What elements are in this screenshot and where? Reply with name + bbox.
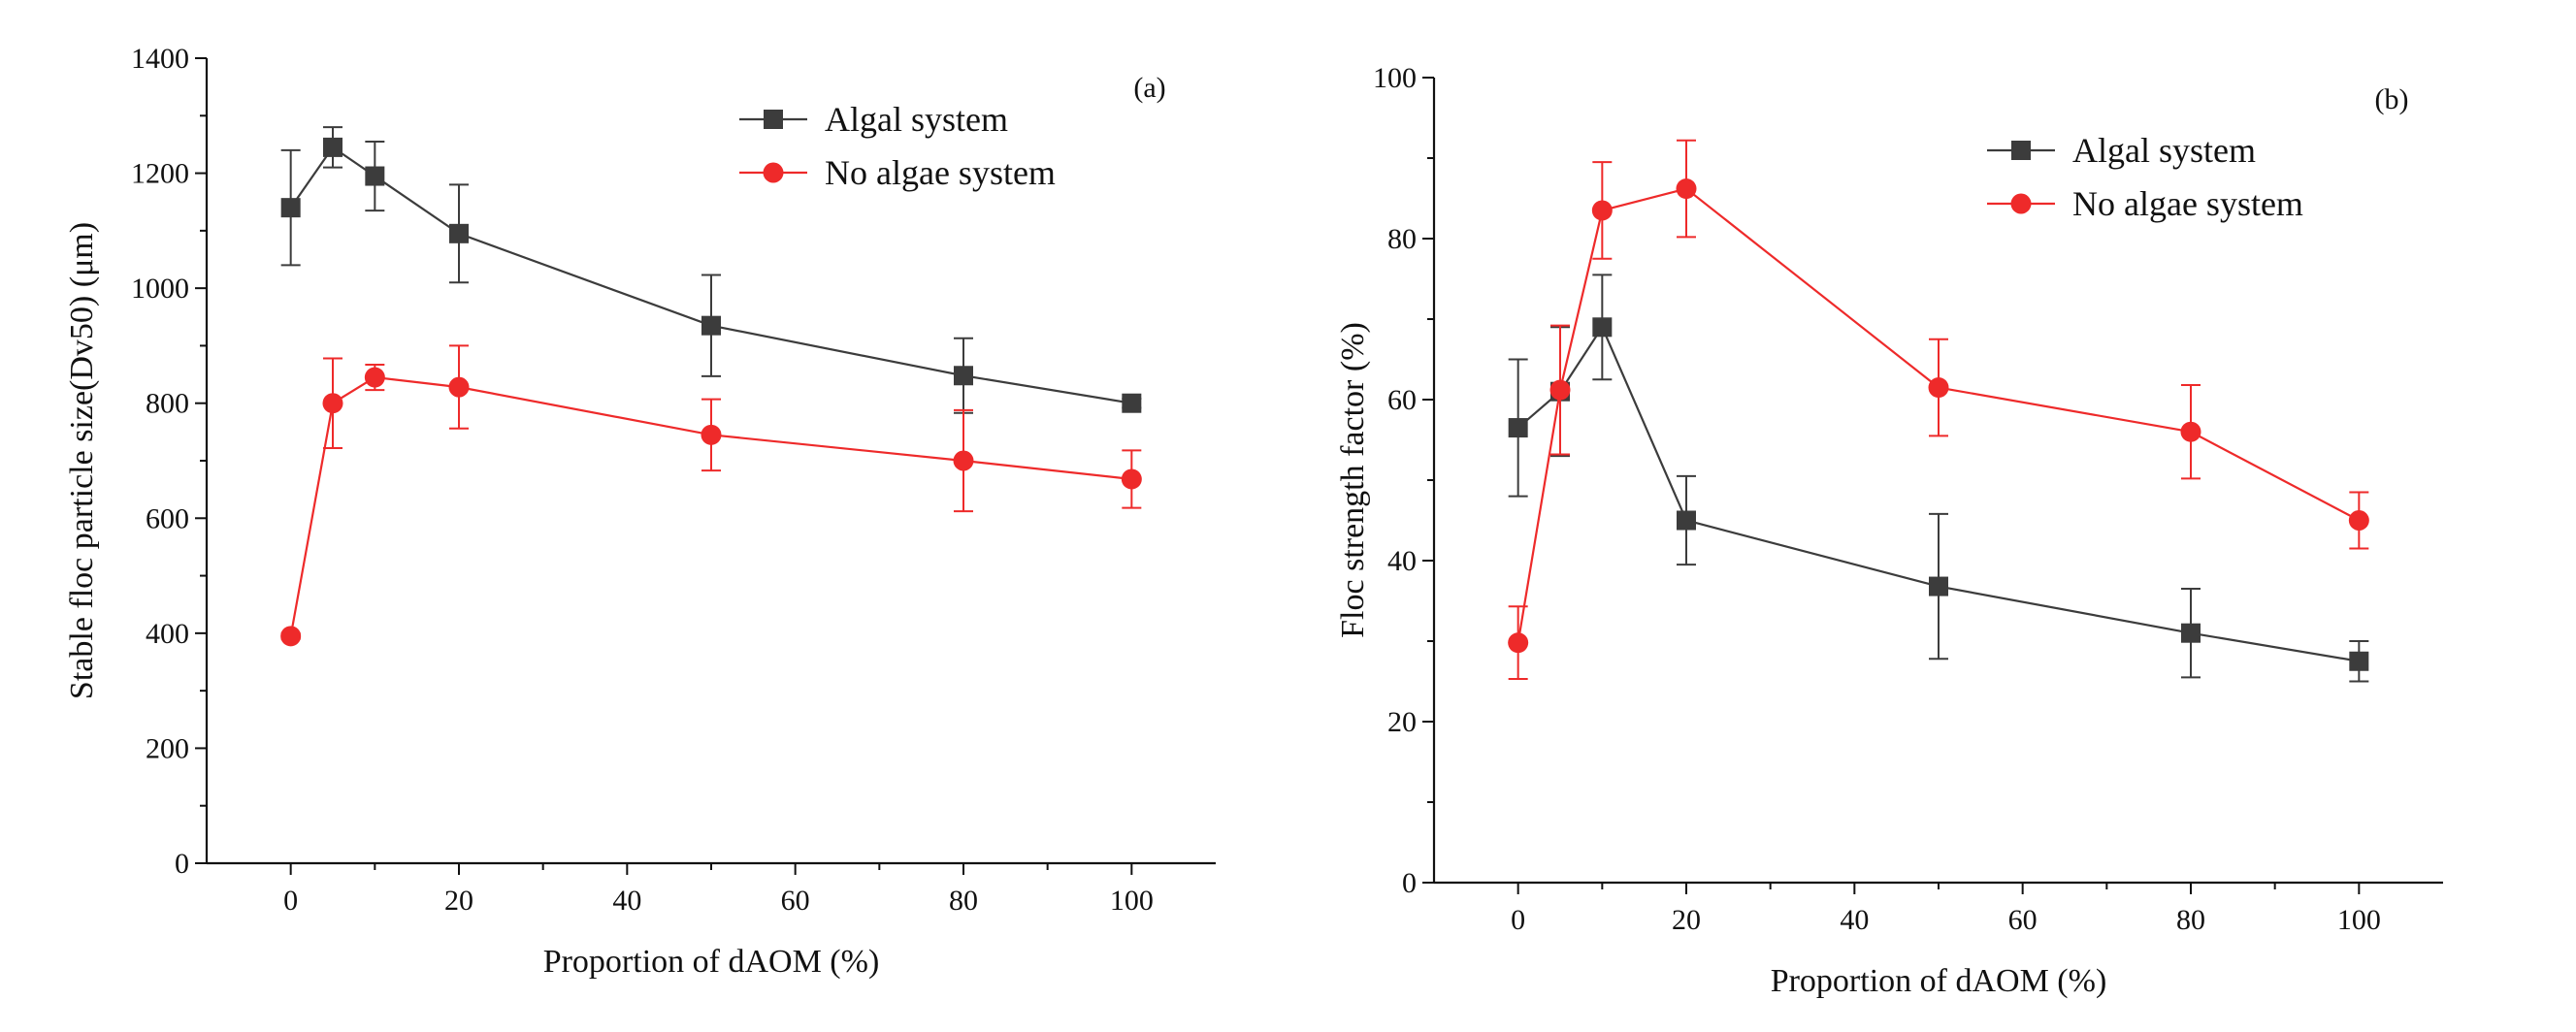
y-tick-label: 600 — [146, 502, 189, 534]
legend-marker — [764, 110, 783, 129]
data-point — [1508, 632, 1529, 654]
legend-marker — [763, 162, 784, 183]
series-no-algae-system — [280, 344, 1142, 647]
data-point — [701, 424, 722, 445]
data-point — [449, 223, 469, 243]
data-point — [1121, 468, 1142, 490]
data-point — [1549, 379, 1571, 401]
chart-panel-b: 0 20 40 60 80 100 0 20 40 60 80 100 Proportion of dA… — [1335, 62, 2443, 999]
y-tick-label: 100 — [1373, 62, 1417, 94]
legend-marker — [2010, 193, 2032, 214]
data-point — [280, 626, 302, 647]
y-tick-label: 200 — [146, 732, 189, 764]
data-point — [1591, 200, 1613, 221]
x-tick-label: 40 — [1840, 904, 1869, 936]
data-point — [1508, 418, 1528, 438]
x-tick-label: 20 — [444, 885, 473, 917]
data-point — [1677, 510, 1696, 531]
data-point — [953, 450, 974, 471]
data-point — [365, 166, 385, 186]
legend-label: No algae system — [2072, 184, 2303, 223]
x-axis-title: Proportion of dAOM (%) — [1771, 963, 2107, 999]
y-tick-label: 800 — [146, 388, 189, 420]
legend-marker — [2011, 141, 2031, 160]
y-tick-label: 20 — [1387, 706, 1417, 738]
data-point — [2348, 510, 2369, 531]
y-tick-label: 40 — [1387, 545, 1417, 577]
x-tick-label: 60 — [781, 885, 810, 917]
x-tick-label: 0 — [1511, 904, 1525, 936]
data-point — [1122, 393, 1142, 413]
data-point — [2180, 421, 2201, 442]
legend-label: Algal system — [825, 100, 1008, 139]
legend-label: Algal system — [2072, 131, 2256, 170]
x-tick-label: 0 — [283, 885, 298, 917]
panel-label: (b) — [2375, 83, 2409, 115]
data-point — [1676, 178, 1697, 200]
x-tick-label: 100 — [2337, 904, 2381, 936]
y-axis-title: Floc strength factor (%) — [1335, 322, 1371, 638]
y-axis-title: Stable floc particle size(Dv50) (μm) — [64, 222, 100, 699]
y-tick-label: 80 — [1387, 223, 1417, 255]
data-point — [448, 376, 470, 398]
x-axis-title: Proportion of dAOM (%) — [543, 944, 880, 980]
x-tick-label: 20 — [1672, 904, 1701, 936]
x-tick-label: 40 — [612, 885, 641, 917]
data-point — [2181, 623, 2201, 643]
y-tick-label: 1000 — [131, 273, 189, 305]
chart-panel-a: 0 200 400 600 800 1000 1200 1400 0 20 40 60 80 100 Pro… — [64, 43, 1216, 980]
x-tick-label: 60 — [2008, 904, 2038, 936]
data-point — [1929, 576, 1948, 597]
data-point — [322, 393, 343, 414]
data-point — [2349, 651, 2369, 671]
y-tick-label: 60 — [1387, 384, 1417, 416]
x-tick-label: 80 — [949, 885, 978, 917]
legend-label: No algae system — [825, 153, 1056, 192]
series-algal-system — [280, 126, 1142, 414]
data-point — [954, 366, 973, 386]
x-tick-label: 80 — [2176, 904, 2205, 936]
y-tick-label: 400 — [146, 618, 189, 650]
data-point — [364, 367, 385, 388]
x-tick-label: 100 — [1110, 885, 1154, 917]
series-no-algae-system — [1508, 139, 2369, 681]
data-point — [280, 198, 301, 218]
y-tick-label: 1200 — [131, 158, 189, 190]
y-tick-label: 0 — [1402, 867, 1417, 899]
series-algal-system — [1508, 274, 2369, 683]
panel-label: (a) — [1133, 72, 1165, 104]
y-tick-label: 1400 — [131, 43, 189, 75]
data-point — [323, 137, 342, 157]
y-tick-label: 0 — [175, 848, 189, 880]
data-point — [1928, 377, 1949, 399]
data-point — [701, 315, 721, 336]
data-point — [1592, 317, 1613, 338]
